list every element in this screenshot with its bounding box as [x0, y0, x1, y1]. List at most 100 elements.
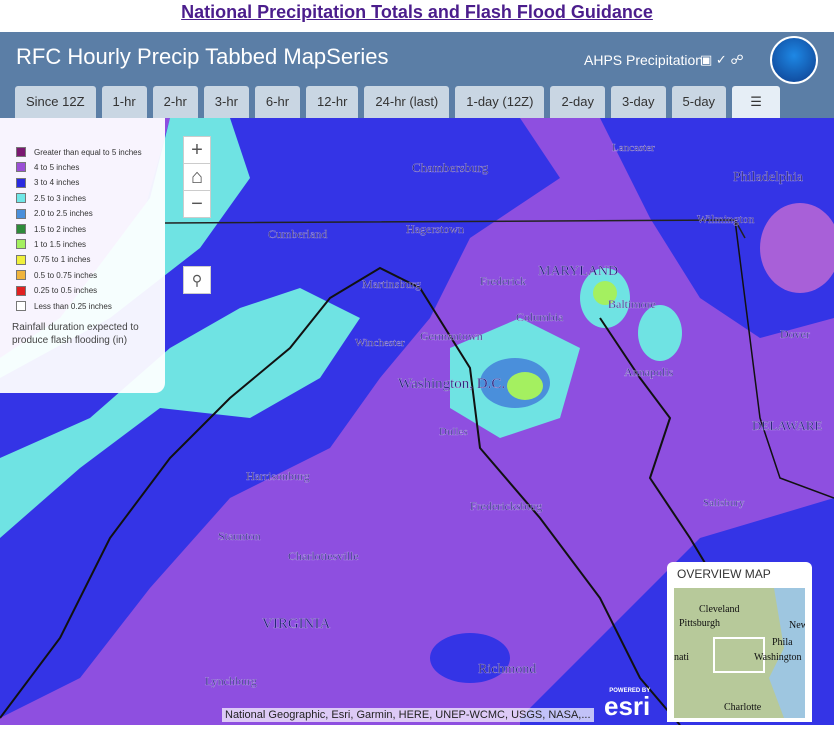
legend-swatch	[16, 239, 26, 250]
coastline	[599, 317, 721, 589]
legend-label: 4 to 5 inches	[34, 162, 80, 172]
overview-extent	[713, 637, 765, 673]
zoom-in[interactable]: +	[184, 137, 210, 164]
legend-label: 2.0 to 2.5 inches	[34, 209, 93, 219]
place-label: Wilmington	[697, 212, 755, 226]
tab-legend[interactable]: ☰	[732, 86, 781, 118]
place-label: Harrisonburg	[246, 469, 310, 483]
legend-swatch	[16, 177, 26, 188]
legend-label: 3 to 4 inches	[34, 178, 80, 188]
tab[interactable]: 1-day (12Z)	[455, 86, 545, 118]
rain-2-5-3	[0, 288, 360, 538]
tab[interactable]: 24-hr (last)	[364, 86, 450, 118]
place-label: Baltimore	[608, 297, 656, 311]
legend-label: Less than 0.25 inches	[34, 301, 112, 311]
overview-labels: Cleveland Pittsburgh New Phila Washington nat…	[674, 604, 805, 713]
place-label: Staunton	[218, 529, 261, 543]
tab[interactable]: 6-hr	[254, 86, 301, 118]
place-label: Hagerstown	[406, 222, 464, 236]
legend-label: 0.75 to 1 inches	[34, 255, 91, 265]
esri-text: esri	[604, 691, 651, 721]
tab[interactable]: 12-hr	[306, 86, 359, 118]
place-label: Salisbury	[703, 497, 745, 509]
place-label: Germantown	[420, 329, 483, 343]
place-label: Frederick	[480, 274, 526, 288]
app-link[interactable]: AHPS Precipitation	[584, 52, 704, 68]
rain-3-4	[430, 633, 510, 683]
legend-label: 0.25 to 0.5 inches	[34, 286, 98, 296]
rain-1-1-5	[507, 372, 543, 400]
esri-logo[interactable]: POWERED BY esri	[604, 688, 651, 721]
legend-label: 1.5 to 2 inches	[34, 224, 87, 234]
tab[interactable]: 2-day	[550, 86, 605, 118]
map-labels: Chambersburg Lancaster Philadelphia Hagerst…	[205, 142, 823, 688]
share-icons[interactable]: ▣ ✓ ☍	[700, 52, 744, 67]
legend-item: 0.5 to 0.75 inches	[16, 270, 98, 281]
legend-swatch	[16, 224, 26, 234]
legend-item: 2.5 to 3 inches	[16, 193, 87, 204]
page-title[interactable]: National Precipitation Totals and Flash …	[181, 2, 653, 22]
place-label: Richmond	[478, 662, 536, 677]
overview-place: Washington	[754, 652, 802, 663]
legend-label: 0.5 to 0.75 inches	[34, 270, 98, 280]
tab[interactable]: 2-hr	[152, 86, 198, 118]
place-label: Dover	[780, 327, 810, 341]
place-label: Fredericksburg	[470, 499, 542, 513]
tab[interactable]: 1-hr	[101, 86, 147, 118]
legend-item: 4 to 5 inches	[16, 162, 80, 173]
overview-place: New	[789, 620, 805, 631]
overview-place: Pittsburgh	[679, 618, 720, 629]
overview-ocean	[769, 588, 805, 718]
legend-item: Less than 0.25 inches	[16, 301, 112, 311]
tab[interactable]: 3-hr	[203, 86, 249, 118]
zoom-controls: + ⌂ −	[183, 136, 211, 218]
place-label: VIRGINIA	[262, 616, 330, 632]
search[interactable]: ⚲	[183, 266, 211, 294]
zoom-out[interactable]: −	[191, 193, 203, 215]
legend-label: 1 to 1.5 inches	[34, 239, 87, 249]
place-label: Washington, D.C.	[398, 376, 505, 392]
legend-swatch	[16, 301, 26, 311]
place-label: Annapolis	[624, 365, 674, 379]
tab[interactable]: 5-day	[671, 86, 727, 118]
overview-map[interactable]: Cleveland Pittsburgh New Phila Washington nat…	[674, 588, 805, 718]
state-border	[419, 287, 681, 725]
place-label: Winchester	[355, 337, 405, 349]
tab[interactable]: Since 12Z	[15, 86, 96, 118]
place-label: Lynchburg	[205, 674, 257, 688]
legend-swatch	[16, 208, 26, 219]
overview: OVERVIEW MAP Cleveland Pittsburgh New Phila…	[667, 562, 812, 722]
place-label: Columbia	[516, 310, 564, 324]
legend-item: 1.5 to 2 inches	[16, 224, 86, 234]
legend-label: 2.5 to 3 inches	[34, 193, 87, 203]
legend-item: Greater than equal to 5 inches	[16, 147, 142, 157]
legend-swatch	[16, 147, 26, 157]
legend-swatch	[16, 254, 26, 265]
attribution: National Geographic, Esri, Garmin, HERE,…	[222, 708, 594, 722]
tabs: Since 12Z 1-hr 2-hr 3-hr 6-hr 12-hr 24-hr (las…	[15, 86, 781, 118]
place-label: Charlottesville	[288, 549, 359, 563]
overview-place: Cleveland	[699, 604, 740, 615]
rain-1-1-5	[593, 281, 617, 305]
legend-item: 0.25 to 0.5 inches	[16, 285, 98, 296]
legend-swatch	[16, 162, 26, 173]
place-label: Martinsburg	[362, 277, 421, 291]
overview-title[interactable]: OVERVIEW MAP	[677, 567, 771, 581]
state-border	[0, 266, 421, 719]
tab[interactable]: 3-day	[611, 86, 666, 118]
noaa-logo[interactable]	[770, 36, 818, 84]
app-title: RFC Hourly Precip Tabbed MapSeries	[16, 44, 389, 69]
place-label: Chambersburg	[412, 160, 489, 175]
home[interactable]: ⌂	[184, 164, 210, 191]
place-label: Philadelphia	[733, 170, 804, 185]
legend-swatch	[16, 270, 26, 281]
legend-note: Rainfall duration expected to produce fl…	[12, 322, 139, 346]
overview-place: Charlotte	[724, 702, 762, 713]
legend-swatch	[16, 285, 26, 296]
place-label: Dulles	[439, 426, 468, 438]
legend-label: Greater than equal to 5 inches	[34, 147, 142, 157]
place-label: Cumberland	[268, 227, 327, 241]
legend-item: 3 to 4 inches	[16, 177, 80, 188]
map[interactable]: Chambersburg Lancaster Philadelphia Hagerst…	[0, 118, 834, 725]
